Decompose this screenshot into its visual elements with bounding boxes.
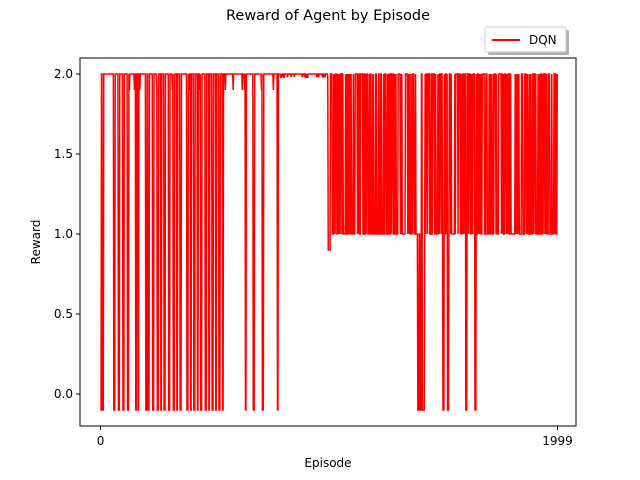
chart-title: Reward of Agent by Episode: [226, 8, 430, 24]
x-tick-label: 0: [97, 434, 105, 448]
y-tick-label: 0.0: [54, 387, 73, 401]
legend-label-dqn: DQN: [529, 33, 557, 47]
legend-box: [484, 26, 567, 53]
y-tick-label: 0.5: [54, 307, 73, 321]
x-axis: 0 1999: [97, 426, 573, 448]
axes-frame: [79, 57, 577, 427]
y-axis-label: Reward: [29, 220, 43, 265]
y-tick-label: 1.5: [54, 147, 73, 161]
plot-area: [100, 73, 559, 411]
legend: DQN: [484, 26, 569, 55]
y-axis: 0.0 0.5 1.0 1.5 2.0: [54, 67, 80, 401]
x-tick-label: 1999: [542, 434, 573, 448]
series-line-dqn: [100, 73, 559, 411]
x-axis-label: Episode: [304, 456, 351, 470]
y-tick-label: 2.0: [54, 67, 73, 81]
y-tick-label: 1.0: [54, 227, 73, 241]
